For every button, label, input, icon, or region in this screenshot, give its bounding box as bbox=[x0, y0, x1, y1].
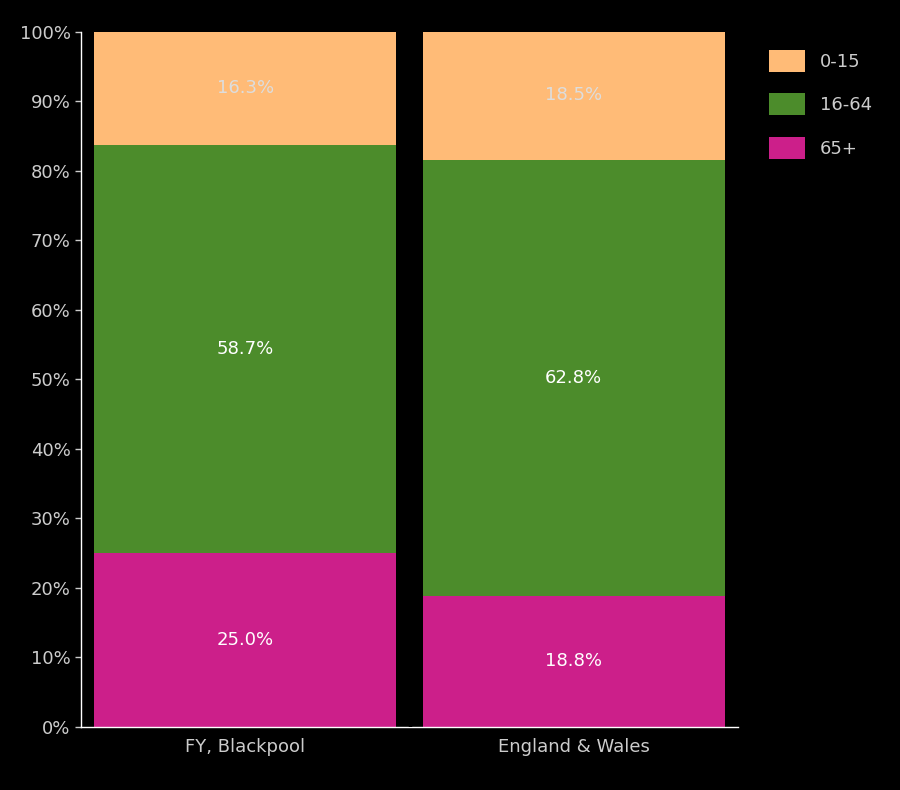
Text: 16.3%: 16.3% bbox=[217, 79, 274, 97]
Bar bbox=[423, 31, 724, 160]
Bar bbox=[94, 32, 396, 145]
Text: 18.5%: 18.5% bbox=[545, 86, 602, 104]
Bar bbox=[423, 596, 724, 727]
Text: 62.8%: 62.8% bbox=[545, 369, 602, 387]
Text: 25.0%: 25.0% bbox=[217, 631, 274, 649]
Bar bbox=[423, 160, 724, 596]
Text: 18.8%: 18.8% bbox=[545, 653, 602, 671]
Legend: 0-15, 16-64, 65+: 0-15, 16-64, 65+ bbox=[760, 40, 881, 168]
Bar bbox=[94, 145, 396, 553]
Text: 58.7%: 58.7% bbox=[217, 340, 274, 358]
Bar bbox=[94, 553, 396, 727]
